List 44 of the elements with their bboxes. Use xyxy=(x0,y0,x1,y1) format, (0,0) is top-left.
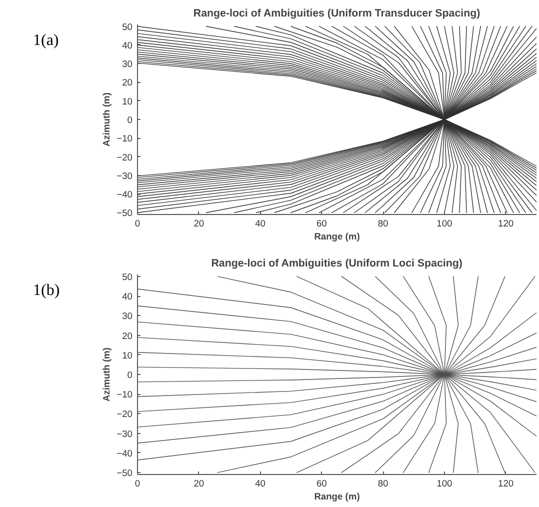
y-tick-label: −50 xyxy=(116,208,133,218)
y-tick-label: 40 xyxy=(122,40,133,50)
x-tick-label: 0 xyxy=(134,218,140,228)
x-tick-label: 80 xyxy=(378,218,388,228)
x-tick-label: 120 xyxy=(498,478,514,488)
y-tick-label: −40 xyxy=(116,190,133,200)
x-tick-label: 60 xyxy=(316,478,327,488)
y-tick-label: 50 xyxy=(122,272,133,282)
x-tick-label: 40 xyxy=(255,218,266,228)
y-tick-label: −30 xyxy=(116,170,133,181)
y-axis-title: Azimuth (m) xyxy=(102,92,112,146)
x-tick-label: 120 xyxy=(498,218,514,228)
text: 1(a) xyxy=(33,31,59,51)
x-tick-label: 100 xyxy=(436,478,452,488)
y-tick-label: 20 xyxy=(122,330,133,341)
y-tick-label: −40 xyxy=(116,448,133,458)
y-tick-label: −20 xyxy=(116,409,133,420)
y-tick-label: 0 xyxy=(127,370,133,380)
x-tick-label: 60 xyxy=(316,218,327,228)
text: 1(b) xyxy=(33,281,60,301)
x-axis-title: Range (m) xyxy=(314,492,360,502)
y-tick-label: 10 xyxy=(122,350,133,360)
y-axis-title: Azimuth (m) xyxy=(102,348,112,402)
y-tick-label: −30 xyxy=(116,428,133,439)
y-tick-label: 40 xyxy=(122,292,133,302)
y-tick-label: −50 xyxy=(116,468,133,478)
y-tick-label: −10 xyxy=(116,390,133,400)
y-tick-label: 10 xyxy=(122,96,133,106)
x-tick-label: 20 xyxy=(194,218,204,228)
x-tick-label: 40 xyxy=(255,478,266,488)
y-tick-label: −10 xyxy=(116,134,133,144)
x-tick-label: 100 xyxy=(436,218,452,228)
chart-title: Range-loci of Ambiguities (Uniform Transducer Spacing) xyxy=(193,8,481,20)
y-tick-label: 30 xyxy=(122,59,133,70)
y-tick-label: 30 xyxy=(122,311,133,322)
y-tick-label: −20 xyxy=(116,152,133,162)
y-tick-label: 50 xyxy=(122,22,133,32)
y-tick-label: 20 xyxy=(122,78,133,88)
y-tick-label: 0 xyxy=(127,115,133,125)
x-tick-label: 80 xyxy=(378,478,388,488)
x-tick-label: 0 xyxy=(134,478,140,488)
x-tick-label: 20 xyxy=(194,478,204,488)
x-axis-title: Range (m) xyxy=(314,232,360,242)
chart-title: Range-loci of Ambiguities (Uniform Loci Spacing) xyxy=(211,258,463,270)
